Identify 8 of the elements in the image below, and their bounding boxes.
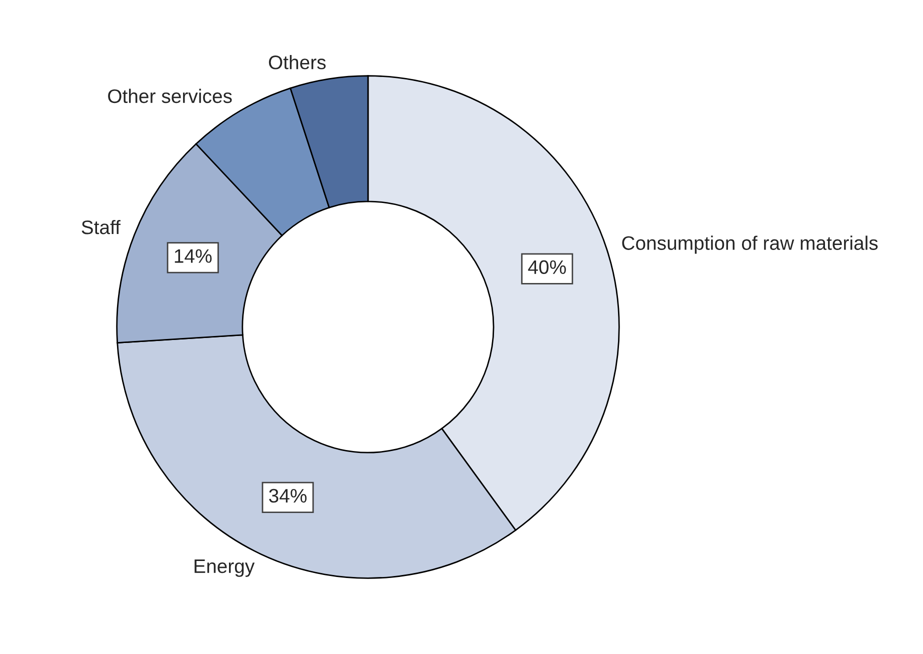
- slice-label: Energy: [194, 560, 255, 577]
- data-label: 14%: [174, 249, 212, 263]
- data-label: 34%: [269, 488, 307, 503]
- slice-label: Others: [268, 55, 326, 70]
- slice-label: Other services: [108, 88, 232, 104]
- data-label: 40%: [528, 260, 566, 274]
- slice-label: Consumption of raw materials: [622, 236, 878, 254]
- slice-label: Staff: [82, 220, 121, 234]
